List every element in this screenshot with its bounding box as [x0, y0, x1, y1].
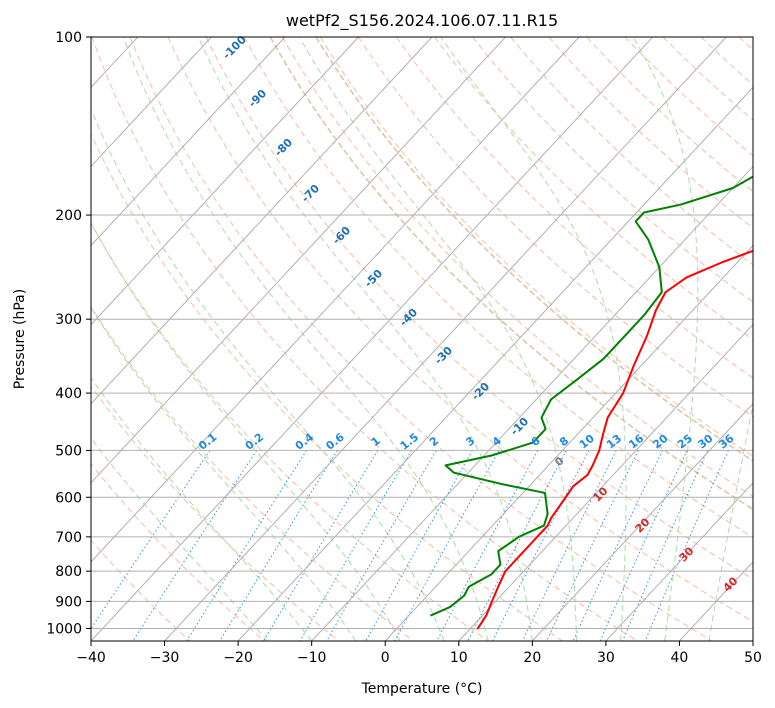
grid-lines	[91, 37, 753, 641]
plot-frame	[90, 36, 754, 642]
y-axis: 100 200 300 400 500 600 700 800 900 1000	[46, 30, 91, 637]
x-tick-label: 40	[671, 650, 689, 666]
isotherm-line	[91, 37, 212, 168]
mixing-ratio-line	[326, 450, 437, 641]
background-curve	[269, 37, 753, 511]
x-tick-label: 30	[597, 650, 615, 666]
y-tick-label: 700	[55, 530, 82, 546]
isotherm-line	[531, 402, 753, 641]
temperature-line	[476, 249, 753, 630]
y-tick-label: 500	[55, 443, 82, 459]
dry-adiabat	[91, 462, 265, 641]
dry-adiabat	[91, 132, 563, 641]
dry-adiabat	[319, 37, 753, 457]
isotherm-line	[91, 37, 506, 484]
moist-adiabat	[708, 401, 753, 641]
y-tick-label: 300	[55, 312, 82, 328]
x-tick-label: −30	[150, 650, 180, 666]
dry-adiabat	[91, 37, 638, 641]
dry-adiabat	[434, 37, 753, 341]
mixing-ratio-line	[365, 450, 473, 641]
plot-area: 0.1 0.2 0.4 0.6 1 1.5 2 3 4 6 8 10 13 16 20 25 30 36-100-…	[90, 33, 754, 642]
x-tick-label: 0	[381, 650, 390, 666]
x-tick-label: 50	[744, 650, 762, 666]
x-axis: −40 −30 −20 −10 0 10 20 30 40 50	[76, 641, 762, 666]
isotherm-line	[237, 86, 753, 641]
isotherm-line	[91, 37, 654, 641]
x-tick-label: −10	[297, 650, 327, 666]
y-tick-label: 100	[55, 30, 82, 46]
y-tick-label: 200	[55, 208, 82, 224]
y-axis-label: Pressure (hPa)	[12, 289, 28, 389]
moist-adiabat	[91, 306, 357, 641]
isotherm-line	[91, 37, 580, 563]
dry-adiabat	[586, 37, 753, 193]
dry-adiabat	[129, 37, 713, 641]
mixing-ratio-line	[599, 450, 688, 641]
mixing-ratio-line	[394, 450, 500, 641]
moist-adiabat	[440, 37, 627, 641]
dry-adiabat	[281, 37, 753, 498]
x-tick-label: −40	[76, 650, 106, 666]
moist-adiabat	[298, 37, 577, 641]
mixing-ratio-line	[219, 450, 338, 641]
dewpoint-line	[430, 175, 753, 617]
y-tick-label: 600	[55, 490, 82, 506]
moist-adiabat	[91, 221, 401, 641]
moist-adiabat	[91, 107, 445, 641]
x-tick-label: −20	[223, 650, 253, 666]
dry-adiabat	[548, 37, 753, 229]
mixing-ratio-line	[436, 450, 539, 641]
mixing-ratio-line	[622, 450, 709, 641]
dry-adiabat	[205, 37, 753, 580]
y-tick-label: 900	[55, 594, 82, 610]
background-curves	[91, 37, 753, 641]
x-tick-label: 20	[523, 650, 541, 666]
y-tick-label: 800	[55, 564, 82, 580]
x-tick-label: 10	[450, 650, 468, 666]
isotherm-line	[311, 165, 753, 641]
isotherm-line	[384, 244, 753, 641]
moist-adiabat	[197, 37, 533, 641]
y-tick-label: 400	[55, 386, 82, 402]
isotherm-line	[91, 37, 433, 405]
background-curve	[315, 37, 753, 462]
dry-adiabat	[472, 37, 753, 303]
isotherm-line	[91, 37, 286, 247]
mixing-ratio-line	[263, 450, 379, 641]
isotherm-line	[164, 37, 727, 641]
dry-adiabat	[91, 305, 414, 641]
mixing-ratio-line	[299, 450, 413, 641]
chart-title: wetPf2_S156.2024.106.07.11.R15	[286, 11, 558, 31]
sounding-profiles	[430, 175, 753, 630]
dry-adiabat	[358, 37, 753, 418]
moist-adiabat	[632, 37, 699, 641]
isotherm-line	[605, 482, 753, 641]
x-axis-label: Temperature (°C)	[361, 681, 483, 697]
dry-adiabat	[167, 37, 753, 623]
isotherm-line	[458, 323, 753, 641]
y-tick-label: 1000	[46, 621, 82, 637]
mixing-ratio-line	[186, 450, 307, 641]
moist-adiabat	[122, 37, 489, 641]
mixing-ratio-line	[644, 450, 729, 641]
isotherm-line	[91, 37, 359, 326]
mixing-ratio-line	[132, 450, 258, 641]
mixing-ratio-line	[522, 450, 617, 641]
